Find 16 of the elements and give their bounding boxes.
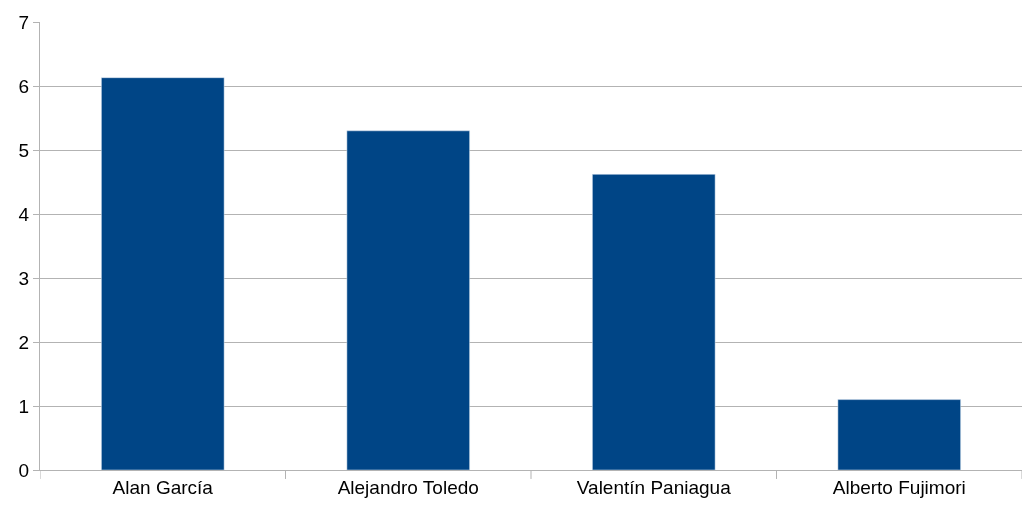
- bar: [837, 399, 961, 470]
- bar: [346, 130, 470, 470]
- x-tick-label: Alejandro Toledo: [337, 476, 479, 498]
- x-tick-label: Alberto Fujimori: [832, 476, 966, 498]
- y-tick-label: 5: [18, 139, 30, 161]
- y-tick-label: 0: [18, 459, 30, 481]
- y-tick-label: 4: [18, 203, 30, 225]
- bar: [101, 77, 225, 470]
- bar: [592, 174, 716, 470]
- x-tick-label: Valentín Paniagua: [576, 476, 732, 498]
- y-tick-label: 3: [18, 267, 30, 289]
- x-tick-label: Alan García: [112, 476, 214, 498]
- y-tick-label: 7: [18, 11, 30, 33]
- y-tick-label: 2: [18, 331, 30, 353]
- y-tick-label: 1: [18, 395, 30, 417]
- y-tick-label: 6: [18, 75, 30, 97]
